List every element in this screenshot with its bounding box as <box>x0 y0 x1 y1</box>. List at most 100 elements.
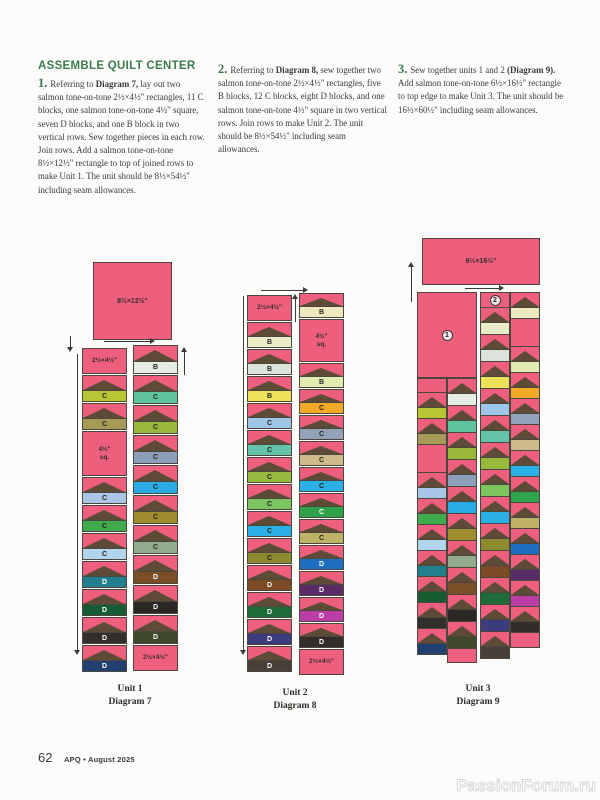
quilt-block-C: C <box>247 511 292 537</box>
fabric-strip <box>448 393 476 405</box>
quilt-block-D: D <box>82 561 127 588</box>
triangle-patch <box>418 477 446 487</box>
step-text-segment: lay out two salmon tone-on-tone 2½×4½" r… <box>38 79 205 195</box>
fabric-strip <box>418 591 446 602</box>
diagram-label: Diagram 9 <box>456 697 500 707</box>
quilt-block-D: D <box>299 571 344 596</box>
quilt-block-C: C <box>133 465 178 494</box>
salmon-square: 4½" sq. <box>299 319 344 362</box>
triangle-patch <box>248 624 290 633</box>
triangle-patch <box>448 599 476 609</box>
quilt-block-B <box>480 361 510 389</box>
fabric-strip <box>511 413 539 424</box>
fabric-strip: C <box>248 471 291 482</box>
sewing-direction-arrow <box>70 336 71 347</box>
fabric-strip <box>481 349 509 361</box>
triangle-patch <box>511 377 539 387</box>
triangle-patch <box>248 354 290 363</box>
triangle-patch <box>511 507 539 517</box>
fabric-strip <box>418 487 446 498</box>
salmon-rectangle: 2½×4½" <box>247 295 292 321</box>
triangle-patch <box>134 500 176 511</box>
triangle-patch <box>300 446 342 454</box>
magazine-credit: APQ • August 2025 <box>64 755 135 764</box>
triangle-patch <box>134 440 176 451</box>
unit-label: Unit 2 <box>282 688 308 698</box>
fabric-strip: C <box>300 428 343 439</box>
quilt-block-C: C <box>82 477 127 504</box>
quilt-block-C <box>417 418 447 445</box>
triangle-patch <box>300 576 342 584</box>
instruction-step-2: 2. Referring to Diagram 8, sew together t… <box>218 62 388 156</box>
sewing-direction-arrow <box>261 290 303 291</box>
size-label: 2½×4½" <box>143 654 168 662</box>
unit-1-badge: 1 <box>441 329 453 341</box>
fabric-strip: C <box>83 418 126 429</box>
triangle-patch <box>481 582 509 592</box>
quilt-block-C <box>447 540 477 568</box>
quilt-block-D <box>510 554 540 581</box>
fabric-strip <box>511 595 539 606</box>
fabric-strip <box>418 539 446 550</box>
triangle-patch <box>300 368 342 376</box>
triangle-patch <box>83 482 125 492</box>
quilt-block-C: C <box>82 533 127 560</box>
triangle-patch <box>83 380 125 390</box>
step-text-segment: sew together two salmon tone-on-tone 2½×… <box>218 65 387 155</box>
triangle-patch <box>83 510 125 520</box>
fabric-strip <box>448 636 476 648</box>
quilt-block-C: C <box>82 505 127 532</box>
arrowhead <box>150 338 155 344</box>
fabric-strip: B <box>248 390 291 401</box>
fabric-strip: D <box>83 632 126 643</box>
unit-label: Unit 1 <box>117 684 143 694</box>
triangle-patch <box>418 633 446 643</box>
quilt-block-C: C <box>299 415 344 440</box>
quilt-block-D <box>417 576 447 603</box>
triangle-patch <box>511 481 539 491</box>
fabric-strip: D <box>134 571 177 583</box>
quilt-block-D: D <box>247 646 292 672</box>
quilt-block-C <box>480 496 510 524</box>
arrowhead <box>499 285 504 291</box>
quilt-block-B: B <box>247 349 292 375</box>
triangle-patch <box>248 651 290 660</box>
fabric-strip <box>511 387 539 398</box>
fabric-strip: B <box>248 363 291 374</box>
triangle-patch <box>418 607 446 617</box>
triangle-patch <box>300 524 342 532</box>
fabric-strip <box>481 538 509 550</box>
triangle-patch <box>481 474 509 484</box>
quilt-block-C <box>447 405 477 433</box>
step-number: 1. <box>38 76 48 90</box>
fabric-strip <box>448 555 476 567</box>
fabric-strip <box>481 322 509 334</box>
quilt-block-D: D <box>247 619 292 645</box>
quilt-block-C <box>480 469 510 497</box>
fabric-strip <box>481 457 509 469</box>
triangle-patch <box>481 528 509 538</box>
quilt-block-C <box>510 502 540 529</box>
fabric-strip <box>481 403 509 415</box>
triangle-patch <box>418 397 446 407</box>
sewing-direction-arrow <box>104 341 150 342</box>
watermark: PassionForum.ru <box>456 776 597 796</box>
quilt-block-D <box>480 631 510 659</box>
quilt-block-D <box>447 567 477 595</box>
quilt-block-B <box>480 334 510 362</box>
step-text-segment: Diagram 8, <box>275 65 319 75</box>
fabric-strip <box>418 565 446 576</box>
fabric-strip: D <box>83 660 126 671</box>
triangle-patch <box>300 298 342 306</box>
quilt-block-D <box>510 580 540 607</box>
quilt-block-C: C <box>247 538 292 564</box>
quilt-block-C <box>480 523 510 551</box>
fabric-strip <box>481 619 509 631</box>
quilt-block-C: C <box>299 519 344 544</box>
block-column: 2½×4½" B B B C C C C C C D D D D <box>247 295 292 673</box>
quilt-block-D <box>447 594 477 622</box>
quilt-block-D <box>480 604 510 632</box>
triangle-patch <box>83 622 125 632</box>
triangle-patch <box>134 620 176 631</box>
step-text-segment: (Diagram 9). <box>507 65 556 75</box>
